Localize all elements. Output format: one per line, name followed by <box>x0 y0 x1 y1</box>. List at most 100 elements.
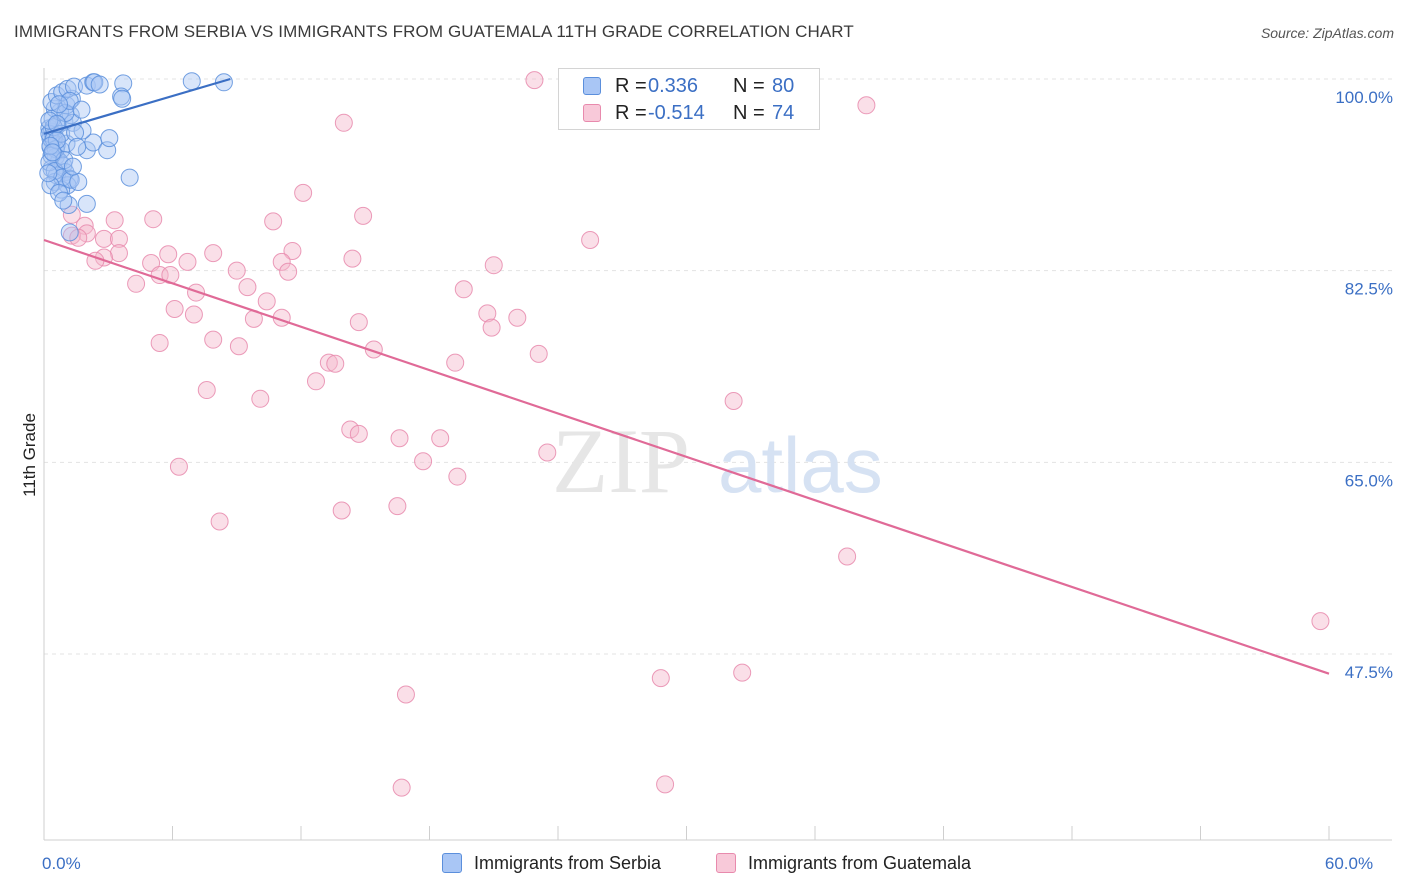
guatemala-point <box>283 241 302 260</box>
serbia-point <box>41 136 60 155</box>
guatemala-point <box>332 501 351 520</box>
guatemala-point <box>1311 612 1330 631</box>
guatemala-trend-line <box>43 238 1330 675</box>
serbia-point <box>69 172 88 191</box>
guatemala-point <box>227 261 246 280</box>
guatemala-point <box>354 206 373 225</box>
guatemala-point <box>144 210 163 229</box>
serbia-point <box>72 100 91 119</box>
guatemala-point <box>454 280 473 299</box>
guatemala-point <box>529 344 548 363</box>
serbia-point <box>100 129 119 148</box>
points-layer <box>39 71 1330 797</box>
guatemala-point <box>448 467 467 486</box>
legend-serbia-n-label: N = <box>733 75 765 97</box>
y-tick-label: 65.0% <box>1345 471 1393 490</box>
bottom-legend-swatch-guatemala <box>716 853 736 873</box>
guatemala-point <box>62 205 81 224</box>
legend-row-guatemala: R = -0.514 N = 74 <box>559 100 819 128</box>
serbia-point <box>77 194 96 213</box>
guatemala-point <box>392 778 411 797</box>
guatemala-point <box>294 183 313 202</box>
serbia-trend-line <box>43 77 231 135</box>
serbia-point <box>49 95 68 114</box>
serbia-point <box>113 89 132 108</box>
chart-source: Source: ZipAtlas.com <box>1260 25 1394 41</box>
guatemala-point <box>204 330 223 349</box>
guatemala-point <box>264 212 283 231</box>
serbia-point <box>43 143 62 162</box>
guatemala-point <box>431 429 450 448</box>
guatemala-point <box>724 392 743 410</box>
guatemala-point <box>388 497 407 516</box>
guatemala-point <box>169 457 188 476</box>
chart-title: IMMIGRANTS FROM SERBIA VS IMMIGRANTS FRO… <box>14 22 854 41</box>
legend-guatemala-r-value: -0.514 <box>648 102 705 124</box>
guatemala-point <box>187 283 206 302</box>
serbia-point <box>63 157 82 176</box>
y-tick-label: 100.0% <box>1335 88 1393 107</box>
guatemala-point <box>229 337 248 356</box>
serbia-point <box>64 77 83 96</box>
guatemala-point <box>478 304 497 323</box>
grid-layer <box>44 78 1392 655</box>
guatemala-point <box>251 389 270 408</box>
serbia-point <box>182 72 201 91</box>
guatemala-point <box>257 292 276 311</box>
guatemala-point <box>204 244 223 263</box>
y-axis-label: 11th Grade <box>20 413 39 497</box>
serbia-point <box>61 170 80 189</box>
guatemala-point <box>343 249 362 268</box>
guatemala-point <box>279 262 298 281</box>
legend-guatemala-r-label: R = <box>615 102 647 124</box>
guatemala-point <box>733 663 752 682</box>
legend-guatemala-n-label: N = <box>733 102 765 124</box>
stats-legend: R = 0.336 N = 80 R = -0.514 N = 74 <box>558 68 820 130</box>
legend-serbia-r-label: R = <box>615 75 647 97</box>
guatemala-point <box>159 245 178 264</box>
legend-swatch-serbia <box>583 77 601 95</box>
label-layer: 100.0% 82.5% 65.0% 47.5% 0.0% 60.0% <box>42 88 1393 873</box>
serbia-point <box>90 75 109 94</box>
guatemala-point <box>482 318 501 337</box>
guatemala-point <box>272 252 291 271</box>
legend-serbia-r-value: 0.336 <box>648 75 699 97</box>
guatemala-point <box>525 71 544 90</box>
guatemala-point <box>396 685 415 704</box>
guatemala-point <box>857 96 876 115</box>
serbia-point <box>60 223 79 242</box>
guatemala-point <box>326 354 345 373</box>
y-tick-label: 47.5% <box>1345 663 1393 682</box>
serbia-point <box>77 141 96 160</box>
guatemala-point <box>109 229 128 248</box>
y-tick-label: 82.5% <box>1345 280 1393 299</box>
guatemala-point <box>581 231 600 249</box>
serbia-point <box>54 191 73 210</box>
guatemala-point <box>838 547 857 566</box>
serbia-point <box>39 164 58 183</box>
guatemala-point <box>150 333 169 352</box>
x-tick-label: 0.0% <box>42 854 81 873</box>
guatemala-point <box>656 775 675 794</box>
bottom-legend-swatch-serbia <box>442 853 462 873</box>
guatemala-point <box>184 305 203 324</box>
guatemala-point <box>446 353 465 372</box>
guatemala-point <box>334 113 353 132</box>
guatemala-point <box>306 372 325 391</box>
guatemala-point <box>62 226 81 245</box>
guatemala-point <box>238 278 257 297</box>
legend-swatch-guatemala <box>583 104 601 122</box>
serbia-point <box>68 137 87 156</box>
bottom-legend-label-guatemala: Immigrants from Guatemala <box>748 853 972 873</box>
guatemala-point <box>127 274 146 293</box>
guatemala-point <box>178 252 197 271</box>
watermark-zip: ZIP <box>552 410 690 512</box>
guatemala-point <box>484 256 503 275</box>
guatemala-point <box>538 443 557 462</box>
guatemala-point <box>105 211 124 230</box>
legend-guatemala-n-value: 74 <box>772 102 795 124</box>
guatemala-point <box>109 244 128 263</box>
serbia-point <box>114 74 133 93</box>
bottom-legend-label-serbia: Immigrants from Serbia <box>474 853 662 873</box>
axis-layer <box>43 68 1392 841</box>
